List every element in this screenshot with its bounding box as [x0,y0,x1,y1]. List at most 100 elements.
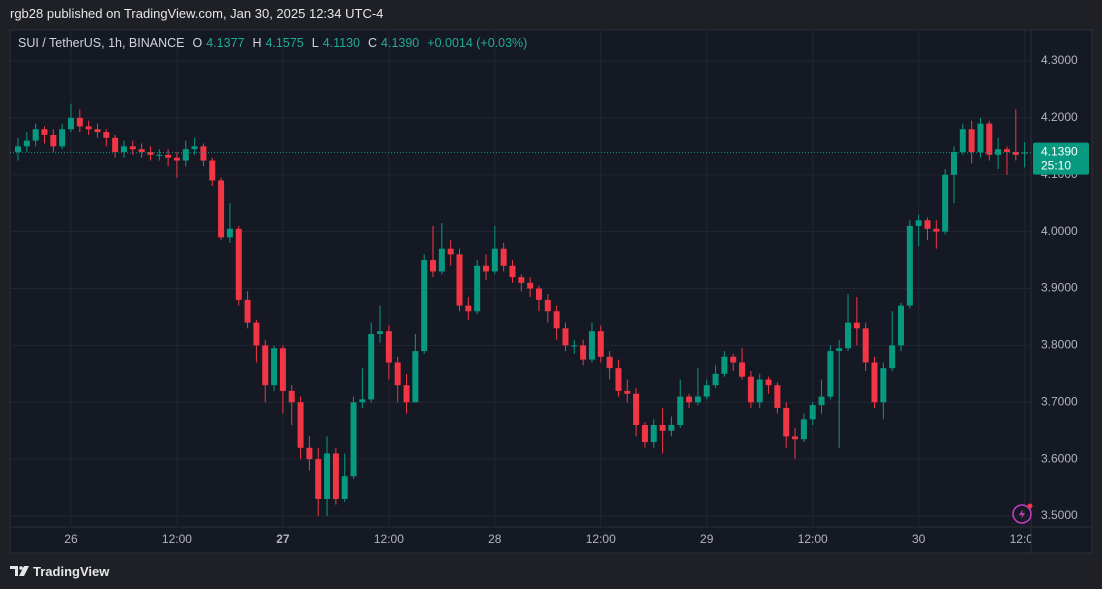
y-tick-label: 4.3000 [1041,53,1078,67]
x-tick-label: 12:00 [798,532,828,546]
ohlc-value: 4.1377 [206,36,245,50]
candle-body [942,174,949,232]
candle-body [244,299,251,323]
candle-body [341,476,348,499]
candle-body [544,299,551,312]
candle-body [668,425,675,431]
candle-body [491,248,498,272]
candle-body [173,157,180,161]
candle-body [15,146,21,153]
candle-body [218,180,225,238]
candle-body [385,331,392,363]
candle-body [465,305,472,312]
price-badge [1033,142,1089,175]
ohlc-name: C [368,36,378,50]
candle-body [297,402,304,448]
candle-body [553,311,560,329]
legend: SUI / TetherUS, 1h, BINANCE O 4.1377 H 4.1… [18,36,527,50]
x-tick-label: 12:00 [586,532,616,546]
candle-body [103,132,110,138]
candle-body [580,345,587,360]
candle-body [827,351,834,397]
x-tick-label: 12:00 [162,532,192,546]
x-tick-label: 30 [912,532,926,546]
candle-body [871,362,878,403]
candle-body [703,385,710,397]
candle-body [633,393,640,426]
candle-body [306,447,313,460]
candle-body [85,126,92,130]
candle-body [1012,152,1019,155]
candle-body [1003,149,1010,153]
candle-body [394,362,401,386]
candle-body [262,345,269,386]
candle-body [818,396,825,406]
candle-body [694,396,701,403]
alert-icon [1012,503,1033,524]
candle-body [756,379,763,403]
candle-body [165,154,172,158]
x-tick-label: 12:00 [374,532,404,546]
candle-body [32,129,39,141]
candle-body [977,123,984,153]
candle-body [880,368,887,403]
candle-body [412,351,419,403]
candle-body [597,331,604,357]
candle-body [809,405,816,420]
candle-body [76,117,83,127]
candle-body [23,140,30,147]
candle-body [995,149,1002,155]
candle-body [377,331,384,335]
candle-body [588,331,595,360]
candle-body [447,248,454,255]
brand: TradingView [33,564,110,579]
candle-body [765,379,772,386]
candle-body [421,260,428,352]
candle-body [359,399,366,403]
change: +0.0014 (+0.03%) [427,36,528,50]
candle-body [253,322,260,346]
candle-body [368,334,375,400]
y-tick-label: 3.8000 [1041,338,1078,352]
candle-body [950,152,957,175]
candle-body [112,137,119,153]
candle-body [315,459,322,499]
candle-body [59,129,66,147]
candle-body [482,265,489,272]
candle-body [898,305,904,346]
ohlc-name: L [311,36,319,50]
candle-body [350,402,357,477]
candle-body [50,134,57,147]
candle-body [438,248,445,272]
brand-logo [10,566,29,576]
y-tick-label: 3.9000 [1041,281,1078,295]
y-tick-label: 3.6000 [1041,451,1078,465]
candle-body [792,436,799,440]
candle-body [968,129,975,153]
candle-body [924,220,931,229]
candle-body [430,260,437,272]
candle-body [527,282,534,289]
candle-body [209,160,216,181]
candle-body [853,322,860,329]
candle-body [41,129,48,135]
x-tick-label: 12:00 [1010,532,1040,546]
candle-body [615,368,622,391]
candle-body [659,425,666,431]
candle-body [747,376,754,403]
candle-body [686,396,693,403]
candle-body [279,348,286,391]
candle-body [677,396,684,426]
candle-body [862,328,869,363]
candle-body [571,345,578,347]
candle-body [650,425,657,443]
publish-note: rgb28 published on TradingView.com, Jan … [10,6,384,21]
candle-body [562,328,569,346]
candle-body [288,390,295,403]
candle-body [138,149,145,153]
y-tick-label: 3.5000 [1041,508,1078,522]
ohlc-value: 4.1575 [265,36,304,50]
candle-body [509,265,516,278]
